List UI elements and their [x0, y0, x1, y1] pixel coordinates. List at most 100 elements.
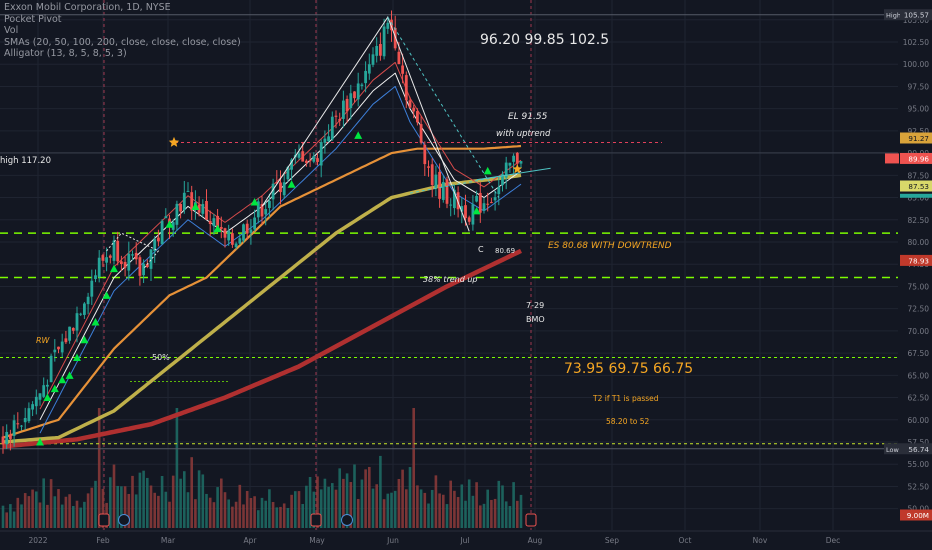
candle-body	[419, 124, 423, 143]
volume-bar	[16, 497, 20, 528]
sma200-badge-bg	[900, 254, 932, 266]
volume-bar	[245, 490, 249, 528]
candle-body	[219, 227, 223, 229]
candle-body	[364, 70, 367, 84]
candle-body	[20, 425, 23, 427]
time-tick-label: Sep	[605, 536, 619, 545]
volume-bar	[390, 492, 393, 528]
volume-bar	[146, 477, 149, 528]
volume-bar	[316, 476, 319, 528]
bmo-label: BMO	[526, 315, 545, 324]
volume-bar	[464, 500, 467, 528]
candle-body	[79, 313, 83, 315]
volume-bar	[519, 494, 523, 528]
volume-bar	[338, 468, 341, 528]
candle-body	[23, 417, 27, 423]
volume-bar	[279, 506, 282, 528]
candle-body	[164, 216, 168, 219]
volume-bar	[449, 480, 452, 528]
volume-bar	[434, 475, 438, 528]
pocket-pivot-marker	[250, 198, 259, 206]
volume-bar	[175, 408, 179, 528]
indicator-alligator[interactable]: Alligator (13, 8, 5, 8, 5, 3)	[4, 48, 127, 59]
countdown-tag	[885, 153, 899, 164]
el-label: EL 91.55	[508, 112, 548, 122]
volume-bar	[430, 489, 434, 528]
price-tick-label: 85.00	[908, 194, 930, 203]
date-label: 7-29	[526, 301, 544, 310]
price-tick-label: 67.50	[908, 349, 930, 358]
candle-body	[390, 19, 393, 31]
star-marker	[168, 136, 180, 147]
low-badge-label: Low	[886, 446, 899, 454]
volume-bar	[282, 503, 286, 528]
volume-bar	[186, 492, 190, 528]
dividend-marker	[118, 514, 130, 526]
channel-line-lower	[409, 172, 522, 194]
earnings-marker	[525, 513, 537, 527]
volume-bar	[297, 491, 301, 528]
volume-bar	[386, 493, 390, 528]
indicator-smas[interactable]: SMAs (20, 50, 100, 200, close, close, cl…	[4, 36, 241, 48]
volume-bar	[364, 469, 367, 528]
pocket-pivot-marker	[213, 224, 222, 233]
volume-bar	[79, 507, 82, 528]
volume-bar	[504, 501, 508, 528]
volume-bar	[197, 470, 201, 528]
volume-bar	[442, 494, 445, 528]
rw-label: RW	[36, 336, 51, 345]
volume-bar	[157, 495, 160, 528]
indicator-vol[interactable]: Vol	[4, 25, 19, 36]
volume-bar	[427, 503, 430, 528]
time-axis[interactable]: 2022 Feb Mar Apr May Jun Jul Aug Sep Oct Nov Dec	[0, 530, 932, 550]
candle-body	[160, 220, 164, 245]
candle-body	[312, 155, 316, 162]
volume-bar	[508, 506, 512, 528]
channel-extension	[476, 167, 551, 181]
volume-bar	[360, 479, 364, 528]
volume-bar	[467, 479, 471, 528]
volume-bar	[164, 491, 168, 528]
candle-body	[504, 162, 508, 178]
candle-body	[515, 152, 519, 164]
indicator-pocket-pivot[interactable]: Pocket Pivot	[4, 13, 62, 25]
candle-body	[308, 160, 312, 162]
volume-bar	[183, 471, 186, 528]
candle-body	[42, 385, 46, 397]
volume-bar	[353, 464, 356, 528]
time-tick-label: Dec	[826, 536, 841, 545]
time-tick-label: May	[309, 536, 325, 545]
volume-bar	[35, 491, 38, 528]
volume-bar	[171, 475, 175, 528]
volume-bar	[260, 497, 264, 528]
high-badge-bg	[900, 9, 932, 21]
price-tick-label: 72.50	[908, 305, 930, 314]
volume-bar	[479, 505, 482, 528]
earnings-marker	[310, 513, 322, 527]
candle-body	[208, 221, 212, 225]
pocket-pivot-marker	[191, 202, 200, 210]
low-badge-bg	[900, 443, 932, 455]
volume-bar	[38, 502, 42, 528]
candle-body	[234, 243, 238, 248]
event-markers	[98, 513, 537, 527]
pocket-pivot-marker	[50, 384, 59, 393]
volume-bar	[116, 485, 119, 528]
price-axis[interactable]: 105.00102.50100.0097.5095.0092.5090.0087…	[898, 0, 932, 550]
high-badge-label-bg	[884, 9, 900, 21]
time-axis-bg	[0, 531, 932, 550]
volume-bar	[356, 499, 360, 528]
volume-bar	[460, 484, 464, 528]
high-badge-label: High	[886, 12, 901, 20]
candle-body	[423, 144, 427, 165]
candle-body	[157, 237, 160, 242]
horizontal-levels	[0, 14, 898, 450]
candle-body	[490, 202, 493, 204]
pocket-pivot-marker	[91, 318, 100, 326]
price-tick-label: 60.00	[908, 416, 930, 425]
volume-bar	[490, 499, 493, 528]
dividend-marker	[341, 514, 353, 526]
candle-body	[297, 153, 301, 158]
symbol-title[interactable]: Exxon Mobil Corporation, 1D, NYSE	[4, 2, 171, 13]
